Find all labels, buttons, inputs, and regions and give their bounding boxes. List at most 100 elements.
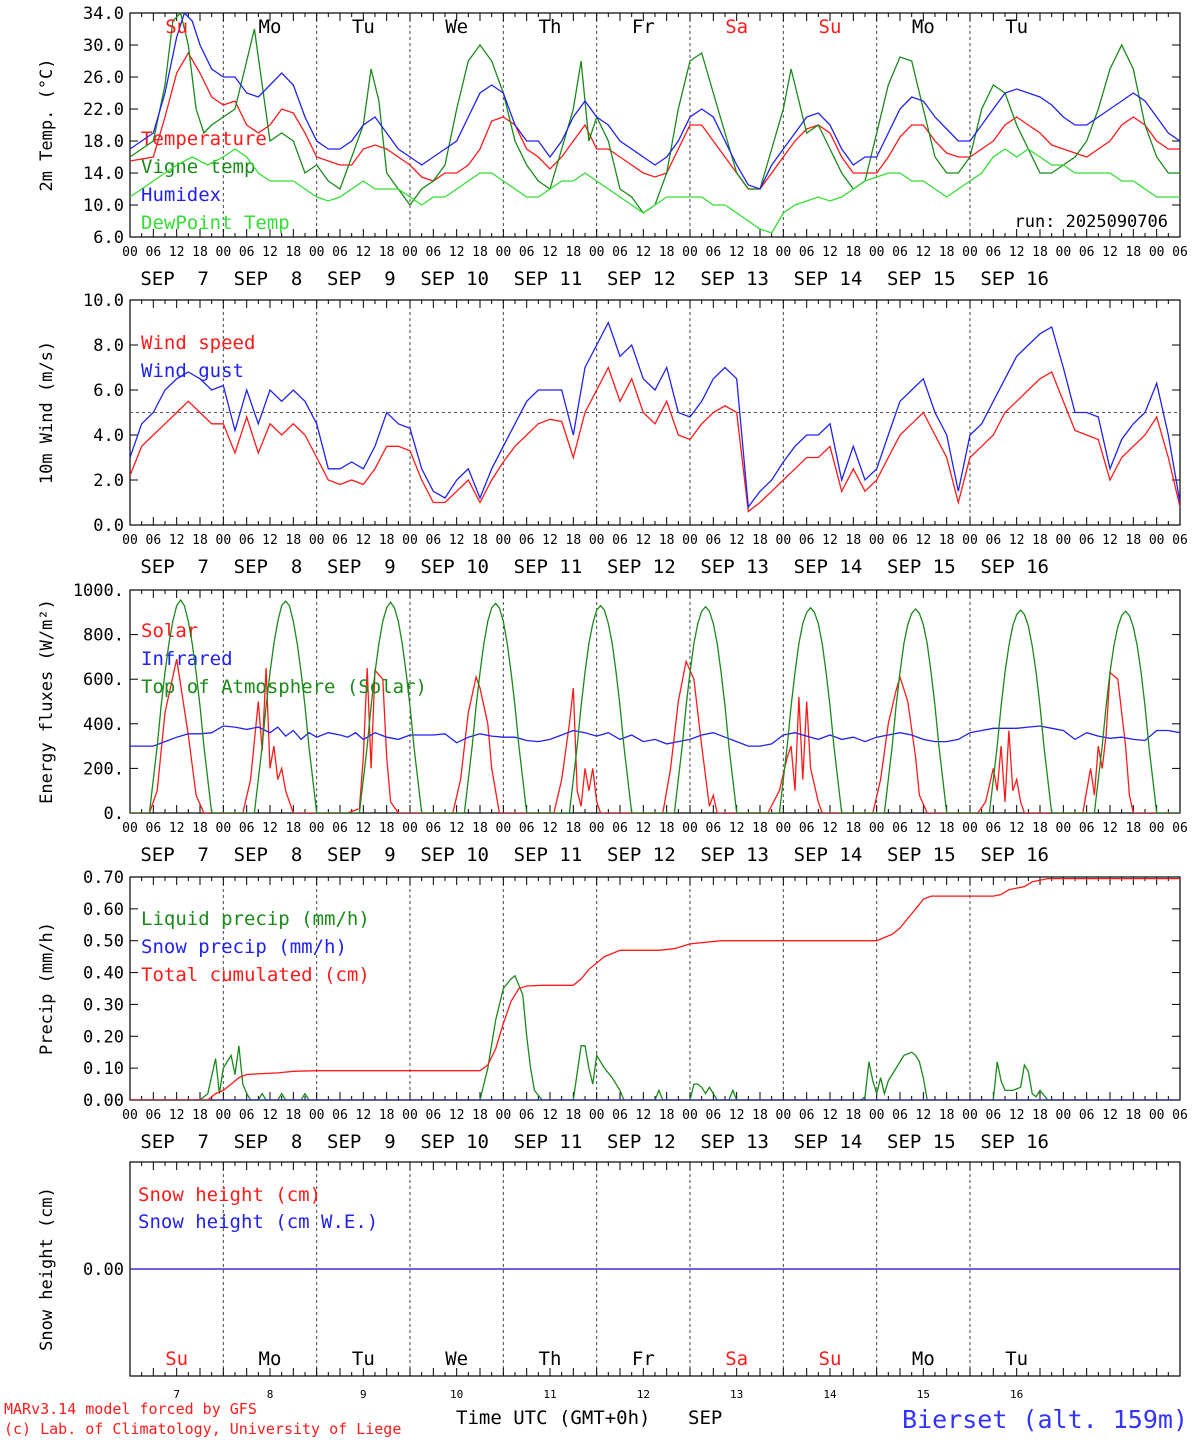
legend-entry: Temperature xyxy=(141,128,267,150)
date-label: SEP 7 xyxy=(140,556,209,578)
hour-tick-label: 12 xyxy=(449,821,465,836)
date-label: SEP 11 xyxy=(514,1131,583,1153)
series-line-top-of-atmosphere-solar- xyxy=(130,598,1180,813)
date-label: SEP 9 xyxy=(327,1131,396,1153)
hour-tick-label: 00 xyxy=(1056,533,1072,548)
day-number-label: 12 xyxy=(637,1388,650,1401)
hour-tick-label: 00 xyxy=(869,821,885,836)
hour-tick-label: 12 xyxy=(542,245,558,260)
day-number-label: 11 xyxy=(543,1388,556,1401)
hour-tick-label: 12 xyxy=(1009,1108,1025,1123)
hour-tick-label: 00 xyxy=(402,245,418,260)
hour-tick-label: 06 xyxy=(612,533,628,548)
y-tick-label: 14.0 xyxy=(83,164,124,184)
day-number-label: 7 xyxy=(173,1388,180,1401)
series-line-temperature xyxy=(130,51,1180,190)
hour-tick-label: 12 xyxy=(262,1108,278,1123)
date-label: SEP 7 xyxy=(140,844,209,866)
weekday-label: Mo xyxy=(259,16,282,38)
date-label: SEP 8 xyxy=(234,844,303,866)
hour-tick-label: 18 xyxy=(1032,533,1048,548)
hour-tick-label: 00 xyxy=(1149,533,1165,548)
hour-tick-label: 12 xyxy=(916,533,932,548)
hour-tick-label: 12 xyxy=(1102,245,1118,260)
date-label: SEP 8 xyxy=(234,268,303,290)
hour-tick-label: 06 xyxy=(986,533,1002,548)
y-tick-label: 10.0 xyxy=(83,196,124,216)
y-tick-label: 400. xyxy=(83,715,124,735)
hour-tick-label: 12 xyxy=(356,533,372,548)
hour-tick-label: 18 xyxy=(659,1108,675,1123)
legend-entry: Vigne temp xyxy=(141,156,255,178)
hour-tick-label: 18 xyxy=(192,245,208,260)
hour-tick-label: 12 xyxy=(542,821,558,836)
hour-tick-label: 12 xyxy=(1102,821,1118,836)
date-label: SEP 16 xyxy=(980,268,1049,290)
weekday-label: Su xyxy=(165,16,188,38)
legend-entry: Snow precip (mm/h) xyxy=(141,936,347,958)
hour-tick-label: 18 xyxy=(1126,821,1142,836)
hour-tick-label: 18 xyxy=(939,533,955,548)
hour-tick-label: 06 xyxy=(332,245,348,260)
legend-entry: Solar xyxy=(141,620,198,642)
date-label: SEP 12 xyxy=(607,844,676,866)
hour-tick-label: 00 xyxy=(402,533,418,548)
hour-tick-label: 18 xyxy=(1032,1108,1048,1123)
weekday-label: Tu xyxy=(352,1348,375,1370)
hour-tick-label: 00 xyxy=(496,821,512,836)
hour-tick-label: 06 xyxy=(519,1108,535,1123)
hour-tick-label: 06 xyxy=(426,1108,442,1123)
hour-tick-label: 12 xyxy=(542,1108,558,1123)
hour-tick-label: 06 xyxy=(1172,1108,1188,1123)
y-axis-title: 2m Temp. (°C) xyxy=(37,58,57,191)
date-label: SEP 9 xyxy=(327,556,396,578)
date-label: SEP 11 xyxy=(514,556,583,578)
hour-tick-label: 12 xyxy=(169,245,185,260)
hour-tick-label: 00 xyxy=(962,1108,978,1123)
hour-tick-label: 12 xyxy=(636,1108,652,1123)
hour-tick-label: 00 xyxy=(309,821,325,836)
hour-tick-label: 18 xyxy=(566,533,582,548)
y-tick-label: 0.40 xyxy=(83,964,124,984)
hour-tick-label: 06 xyxy=(332,821,348,836)
hour-tick-label: 06 xyxy=(799,821,815,836)
y-tick-label: 0.70 xyxy=(83,868,124,888)
hour-tick-label: 00 xyxy=(869,245,885,260)
date-label: SEP 14 xyxy=(794,844,863,866)
hour-tick-label: 18 xyxy=(1126,245,1142,260)
weekday-label: Fr xyxy=(632,16,655,38)
legend-entry: DewPoint Temp xyxy=(141,212,290,234)
hour-tick-label: 12 xyxy=(636,821,652,836)
series-line-dewpoint-temp xyxy=(130,148,1180,234)
hour-tick-label: 00 xyxy=(122,533,138,548)
hour-tick-label: 12 xyxy=(916,245,932,260)
weekday-label: We xyxy=(445,1348,468,1370)
run-annotation: run: 2025090706 xyxy=(1014,212,1168,232)
hour-tick-label: 00 xyxy=(1149,245,1165,260)
hour-tick-label: 00 xyxy=(682,533,698,548)
y-tick-label: 6.0 xyxy=(93,228,124,248)
hour-tick-label: 12 xyxy=(262,245,278,260)
date-label: SEP 12 xyxy=(607,556,676,578)
hour-tick-label: 06 xyxy=(612,821,628,836)
y-tick-label: 0.00 xyxy=(83,1091,124,1111)
hour-tick-label: 18 xyxy=(379,245,395,260)
panel-4: 0.70 0.60 0.50 0.40 0.30 0.20 0.10 0.00 Precip (… xyxy=(37,868,1188,1153)
date-label: SEP 16 xyxy=(980,1131,1049,1153)
hour-tick-label: 00 xyxy=(1149,821,1165,836)
hour-tick-label: 18 xyxy=(846,533,862,548)
panel-1: 34.0 30.0 26.0 22.0 18.0 14.0 10.0 6.0 2m Temp. … xyxy=(37,4,1188,290)
hour-tick-label: 12 xyxy=(1009,821,1025,836)
hour-tick-label: 00 xyxy=(496,245,512,260)
hour-tick-label: 18 xyxy=(379,1108,395,1123)
hour-tick-label: 00 xyxy=(776,533,792,548)
y-axis-title: 10m Wind (m/s) xyxy=(37,341,57,484)
hour-tick-label: 18 xyxy=(939,1108,955,1123)
hour-tick-label: 12 xyxy=(822,533,838,548)
hour-tick-label: 00 xyxy=(962,533,978,548)
hour-tick-label: 06 xyxy=(706,533,722,548)
hour-tick-label: 18 xyxy=(752,821,768,836)
hour-tick-label: 12 xyxy=(449,533,465,548)
hour-tick-label: 18 xyxy=(659,533,675,548)
hour-tick-label: 12 xyxy=(822,821,838,836)
